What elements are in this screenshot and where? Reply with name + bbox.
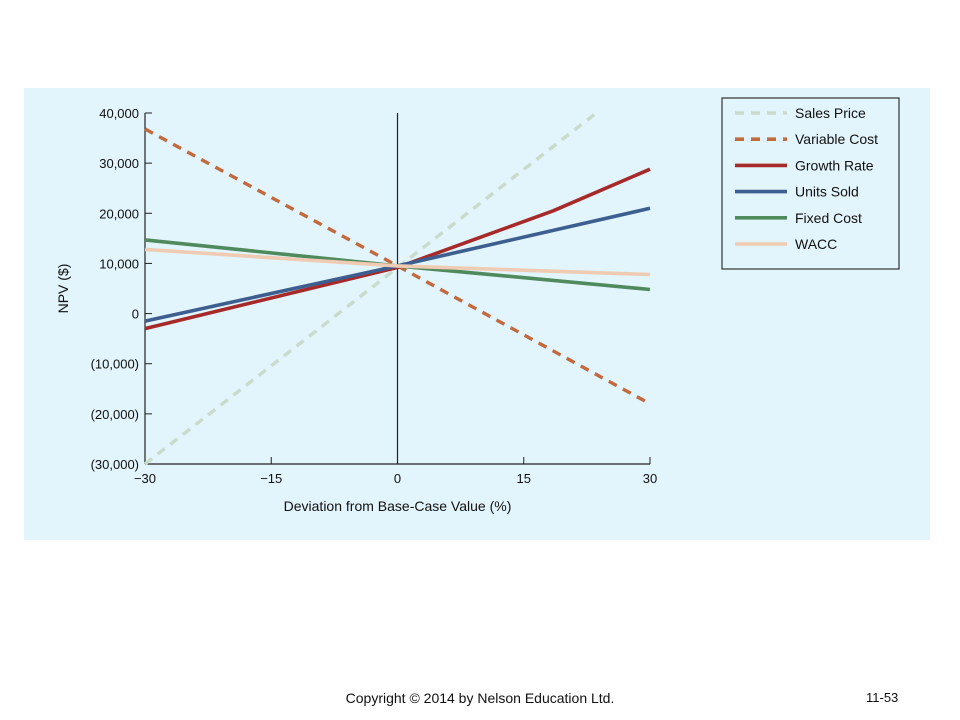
y-tick-label: 30,000 (99, 156, 139, 171)
legend-label-wacc: WACC (795, 236, 837, 252)
y-tick-label: (20,000) (91, 407, 139, 422)
series-line-wacc (144, 247, 651, 277)
y-tick-label: (30,000) (91, 457, 139, 472)
y-tick-label: 0 (132, 307, 139, 322)
y-tick-label: 10,000 (99, 256, 139, 271)
axes: 40,000 30,000 20,000 10,000 0 (10,000) (20,000… (55, 106, 657, 514)
legend-box (721, 97, 900, 270)
x-tick-label: 0 (394, 471, 401, 486)
copyright-text: Copyright © 2014 by Nelson Education Ltd… (345, 690, 615, 706)
y-tick-label: (10,000) (91, 357, 139, 372)
legend: Sales Price Variable Cost Growth Rate Units… (721, 97, 900, 270)
page-number: 11-53 (866, 690, 899, 705)
legend-label-growth-rate: Growth Rate (795, 157, 874, 173)
x-tick-label: −15 (260, 471, 282, 486)
chart-panel: 40,000 30,000 20,000 10,000 0 (10,000) (20,000… (24, 88, 930, 540)
sensitivity-chart: 40,000 30,000 20,000 10,000 0 (10,000) (20,000… (55, 97, 900, 514)
series-lines (143, 109, 651, 466)
x-tick-label: 30 (643, 471, 657, 486)
legend-label-variable-cost: Variable Cost (795, 131, 878, 147)
legend-label-fixed-cost: Fixed Cost (795, 210, 862, 226)
legend-label-sales-price: Sales Price (795, 105, 866, 121)
x-axis-label: Deviation from Base-Case Value (%) (284, 498, 512, 514)
y-axis-label: NPV ($) (55, 264, 71, 314)
y-tick-label: 20,000 (99, 206, 139, 221)
x-tick-label: 15 (517, 471, 531, 486)
legend-label-units-sold: Units Sold (795, 184, 859, 200)
series-line-sales-price (143, 109, 601, 466)
series-line-growth-rate (144, 167, 651, 331)
y-tick-label: 40,000 (99, 106, 139, 121)
x-tick-label: −30 (134, 471, 156, 486)
